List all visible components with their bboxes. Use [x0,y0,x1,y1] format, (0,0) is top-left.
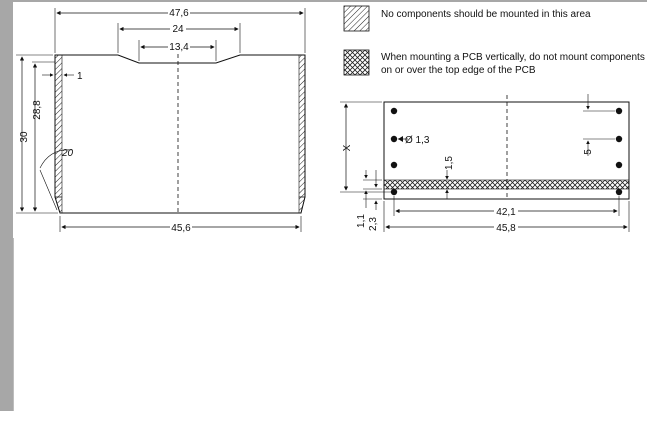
dim-bottom-width: 45,6 [171,223,191,234]
dim-middle: 24 [172,24,184,35]
dim-height-inner: 28,8 [32,100,43,120]
frame-left-border [0,0,13,411]
dim-2-3: 2,3 [368,217,379,231]
dim-inner: 13,4 [169,42,189,53]
legend-hatched: No components should be mounted in this … [381,9,591,20]
hatched-swatch [343,5,370,32]
right-drawing: Ø 1,3 X 1,5 5 1,1 2,3 42,1 [340,94,630,234]
left-drawing: 47,6 24 13,4 30 28,8 1 20 [16,6,306,234]
dim-top-width: 47,6 [169,8,189,19]
dim-height-outer: 30 [19,131,30,143]
dim-1-1: 1,1 [356,214,367,228]
dim-strip: 1,5 [444,156,455,170]
legend-crosshatched-line2: on or over the top edge of the PCB [381,65,536,76]
dim-42-1: 42,1 [496,207,516,218]
pcb-edge-strip [383,179,630,190]
legend: No components should be mounted in this … [343,5,645,76]
frame-top-border [0,0,647,2]
dim-wall: 1 [77,71,83,82]
dim-5: 5 [583,149,594,155]
dim-angle: 20 [61,148,74,159]
crosshatched-swatch [343,49,370,76]
legend-crosshatched-line1: When mounting a PCB vertically, do not m… [381,52,645,63]
dim-x: X [342,144,353,151]
dim-hole: Ø 1,3 [405,135,430,146]
dim-45-8: 45,8 [496,223,516,234]
